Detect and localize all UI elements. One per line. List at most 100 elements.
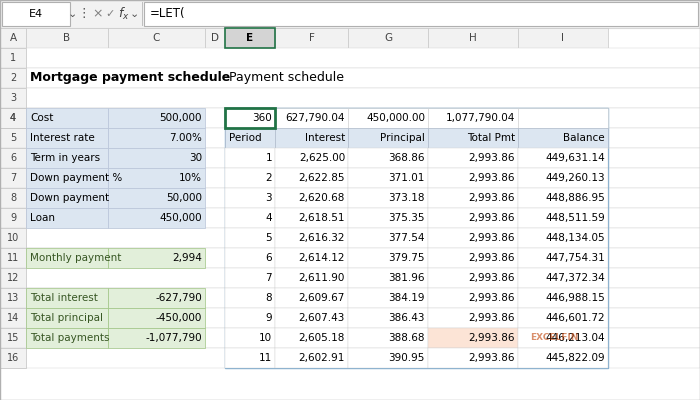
Bar [0, 168, 26, 188]
Text: Term in years: Term in years [30, 153, 100, 163]
Bar [275, 228, 348, 248]
Bar [0, 308, 700, 328]
Text: F: F [309, 33, 314, 43]
Bar [518, 268, 608, 288]
Bar [108, 288, 205, 308]
Text: 13: 13 [7, 293, 19, 303]
Bar [108, 248, 205, 268]
Text: 8: 8 [10, 193, 16, 203]
Text: 384.19: 384.19 [389, 293, 425, 303]
Bar [518, 108, 608, 128]
Text: 8: 8 [265, 293, 272, 303]
Text: 381.96: 381.96 [389, 273, 425, 283]
Text: H: H [469, 33, 477, 43]
Bar [0, 288, 26, 308]
Bar [0, 308, 26, 328]
Text: 7: 7 [265, 273, 272, 283]
Bar [225, 148, 275, 168]
Text: Monthly payment: Monthly payment [30, 253, 121, 263]
Bar [428, 328, 518, 348]
Bar [348, 128, 428, 148]
Bar [0, 28, 26, 48]
Text: 1: 1 [10, 53, 16, 63]
Text: 2,614.12: 2,614.12 [298, 253, 345, 263]
Text: 445,822.09: 445,822.09 [545, 353, 605, 363]
Text: 371.01: 371.01 [389, 173, 425, 183]
Bar [26, 168, 108, 188]
Text: 2,602.91: 2,602.91 [299, 353, 345, 363]
Text: E4: E4 [29, 9, 43, 19]
Bar [26, 148, 108, 168]
Text: 6: 6 [10, 153, 16, 163]
Text: G: G [384, 33, 392, 43]
Bar [0, 328, 26, 348]
Bar [0, 348, 700, 368]
Text: Total Pmt: Total Pmt [467, 133, 515, 143]
Bar [0, 148, 700, 168]
Text: 1,077,790.04: 1,077,790.04 [446, 113, 515, 123]
Text: 2,616.32: 2,616.32 [298, 233, 345, 243]
Bar [275, 128, 348, 148]
Text: 448,511.59: 448,511.59 [545, 213, 605, 223]
Bar [275, 268, 348, 288]
Text: 3: 3 [10, 93, 16, 103]
Bar [518, 148, 608, 168]
Bar [108, 168, 205, 188]
Bar [428, 148, 518, 168]
Bar [0, 188, 700, 208]
Text: A: A [9, 33, 17, 43]
Bar [0, 88, 26, 108]
Text: 2,620.68: 2,620.68 [299, 193, 345, 203]
Bar [275, 188, 348, 208]
Bar [275, 328, 348, 348]
Bar [108, 128, 205, 148]
Bar [0, 68, 26, 88]
Bar [0, 168, 700, 188]
Bar [108, 188, 205, 208]
Text: 5: 5 [10, 133, 16, 143]
Bar [26, 248, 108, 268]
Text: 15: 15 [7, 333, 19, 343]
Text: -1,077,790: -1,077,790 [146, 333, 202, 343]
Bar [518, 28, 608, 48]
Bar [348, 248, 428, 268]
Text: Down payment: Down payment [30, 193, 109, 203]
Text: 5: 5 [265, 233, 272, 243]
Bar [0, 48, 26, 68]
Bar [26, 28, 108, 48]
Text: 2,993.86: 2,993.86 [468, 153, 515, 163]
Bar [108, 308, 205, 328]
Text: 9: 9 [265, 313, 272, 323]
Bar [26, 188, 108, 208]
Text: 7: 7 [10, 173, 16, 183]
Text: =LET(: =LET( [150, 8, 186, 20]
Bar [0, 348, 26, 368]
Text: Interest rate: Interest rate [30, 133, 94, 143]
Bar [518, 128, 608, 148]
Text: 1: 1 [265, 153, 272, 163]
Text: ⌄: ⌄ [130, 9, 139, 19]
Bar [275, 148, 348, 168]
Bar [348, 148, 428, 168]
Text: 448,134.05: 448,134.05 [545, 233, 605, 243]
Text: 10%: 10% [179, 173, 202, 183]
Bar [108, 108, 205, 128]
Text: E: E [246, 33, 253, 43]
Text: 4: 4 [10, 113, 16, 123]
Bar [348, 288, 428, 308]
Text: 450,000.00: 450,000.00 [366, 113, 425, 123]
Bar [0, 208, 26, 228]
Bar [0, 28, 26, 48]
Bar [275, 208, 348, 228]
Text: 11: 11 [259, 353, 272, 363]
Bar [108, 28, 205, 48]
Bar [225, 248, 275, 268]
Bar [428, 268, 518, 288]
Text: Total interest: Total interest [30, 293, 98, 303]
Bar [0, 328, 700, 348]
Text: 3: 3 [265, 193, 272, 203]
Text: 390.95: 390.95 [389, 353, 425, 363]
Bar [428, 288, 518, 308]
Text: D: D [211, 33, 219, 43]
Text: 2,993.86: 2,993.86 [468, 273, 515, 283]
